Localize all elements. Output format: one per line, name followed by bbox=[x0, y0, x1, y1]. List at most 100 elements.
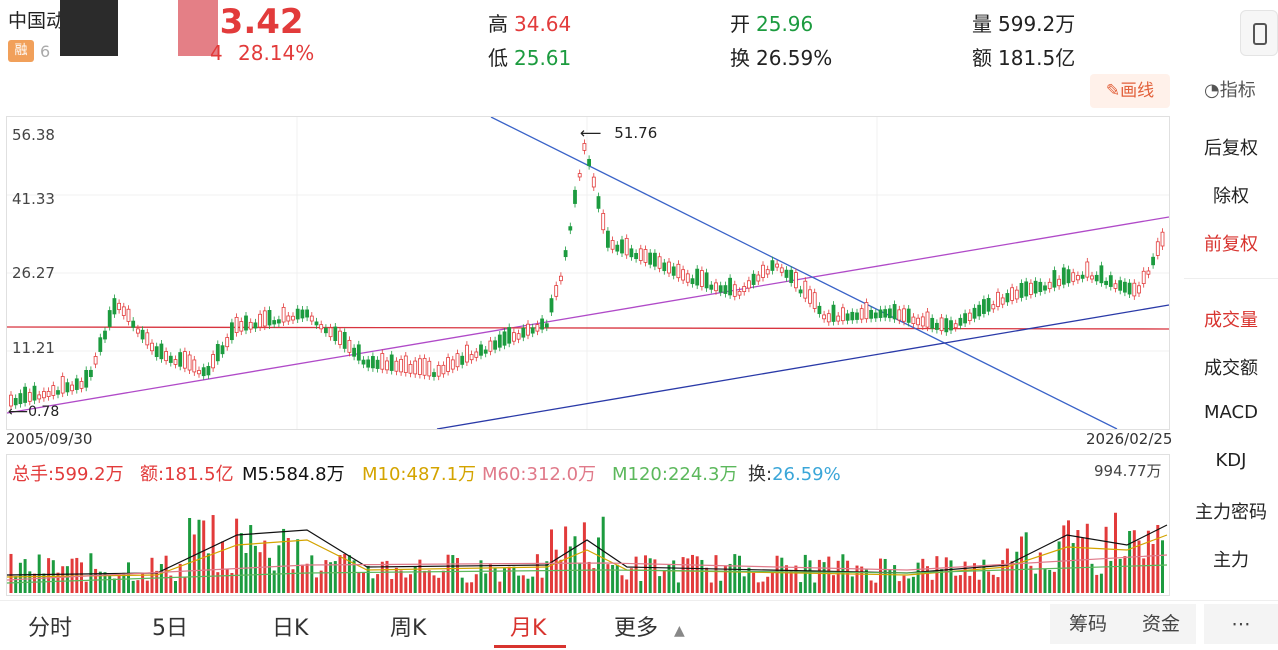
candle-body bbox=[37, 394, 42, 400]
volume-bar bbox=[592, 568, 596, 593]
volume-bar bbox=[606, 564, 610, 593]
candle-body bbox=[427, 360, 432, 377]
candle-body bbox=[808, 289, 812, 304]
candle-body bbox=[173, 359, 178, 365]
phone-icon[interactable] bbox=[1240, 10, 1278, 56]
candle-body bbox=[74, 378, 79, 390]
margin-value: 6 bbox=[40, 42, 51, 61]
candle-body bbox=[370, 356, 375, 369]
side-item-main-password[interactable]: 主力密码 bbox=[1195, 502, 1267, 523]
candle-body bbox=[902, 308, 906, 322]
volume-bar bbox=[794, 565, 798, 593]
candle-body bbox=[1005, 293, 1010, 303]
volume-bar bbox=[1029, 565, 1033, 593]
volume-bar bbox=[728, 563, 732, 593]
candle-body bbox=[653, 252, 657, 267]
candle-body bbox=[1146, 270, 1151, 275]
draw-line-button[interactable]: ✎画线 bbox=[1090, 74, 1170, 108]
candle-body bbox=[563, 250, 568, 258]
volume-bar bbox=[305, 563, 309, 593]
side-item-macd[interactable]: MACD bbox=[1204, 402, 1258, 423]
volume-bar bbox=[127, 562, 130, 593]
volume-bar bbox=[493, 568, 497, 593]
volume-bar bbox=[230, 573, 234, 593]
tab-more[interactable]: 更多 ▲ bbox=[614, 616, 685, 641]
tab-daily[interactable]: 日K bbox=[272, 616, 309, 641]
candle-body bbox=[869, 309, 873, 319]
volume-bar bbox=[921, 558, 925, 593]
candle-body bbox=[972, 307, 977, 319]
volume-bar bbox=[662, 570, 666, 593]
volume-bar bbox=[1020, 536, 1023, 593]
candle-body bbox=[380, 353, 385, 370]
candle-body bbox=[770, 260, 775, 271]
volume-bar bbox=[531, 576, 535, 593]
volume-bar bbox=[996, 577, 1000, 593]
change-digit: 4 bbox=[210, 41, 223, 65]
candle-body bbox=[206, 365, 211, 376]
candle-body bbox=[559, 275, 563, 282]
side-item-pre-adjust[interactable]: 前复权 bbox=[1204, 234, 1258, 255]
volume-chart[interactable] bbox=[6, 454, 1170, 596]
volume-bar bbox=[329, 562, 333, 593]
candle-body bbox=[361, 359, 366, 365]
candle-body bbox=[939, 317, 944, 332]
tab-weekly[interactable]: 周K bbox=[390, 616, 427, 641]
candle-body bbox=[704, 272, 709, 289]
candle-body bbox=[1113, 283, 1118, 289]
vol-total: 总手:599.2万 bbox=[12, 464, 124, 485]
candle-body bbox=[930, 317, 935, 329]
kline-chart[interactable] bbox=[6, 116, 1170, 430]
side-item-post-adjust[interactable]: 后复权 bbox=[1204, 138, 1258, 159]
candle-body bbox=[1141, 270, 1146, 285]
candle-body bbox=[262, 310, 267, 327]
side-item-kdj[interactable]: KDJ bbox=[1215, 450, 1247, 471]
chips-button[interactable]: 筹码 bbox=[1050, 604, 1126, 644]
candle-body bbox=[718, 285, 723, 293]
candle-body bbox=[1010, 287, 1014, 301]
volume-bar bbox=[940, 569, 944, 593]
side-item-volume[interactable]: 成交量 bbox=[1204, 310, 1258, 331]
volume-bar bbox=[432, 575, 436, 593]
candle-body bbox=[474, 351, 479, 358]
volume-bar bbox=[282, 528, 286, 593]
tab-intraday[interactable]: 分时 bbox=[28, 616, 73, 641]
candle-body bbox=[502, 331, 507, 346]
candle-body bbox=[822, 314, 826, 320]
indicator-button[interactable]: ◔指标 bbox=[1204, 80, 1256, 101]
more-panel-button[interactable]: ⋯ bbox=[1204, 604, 1278, 644]
volume-bar bbox=[705, 567, 709, 593]
side-item-ex-rights[interactable]: 除权 bbox=[1213, 186, 1249, 207]
candle-body bbox=[145, 332, 150, 346]
funds-button[interactable]: 资金 bbox=[1126, 604, 1196, 644]
side-item-main-force[interactable]: 主力 bbox=[1213, 550, 1249, 571]
tab-5day[interactable]: 5日 bbox=[152, 616, 188, 641]
volume-bar bbox=[559, 559, 563, 593]
vol-m10: M10:487.1万 bbox=[362, 464, 477, 485]
period-tab-bar bbox=[0, 600, 1278, 650]
volume-bar bbox=[399, 570, 403, 593]
candle-body bbox=[417, 358, 422, 375]
candle-body bbox=[154, 346, 159, 358]
side-item-amount[interactable]: 成交额 bbox=[1204, 358, 1258, 379]
candle-body bbox=[831, 304, 836, 322]
candle-body bbox=[756, 274, 761, 282]
candle-body bbox=[366, 359, 371, 368]
candle-body bbox=[812, 292, 817, 309]
volume-bar bbox=[1052, 571, 1056, 593]
volume-bar bbox=[568, 546, 572, 593]
candle-body bbox=[103, 330, 107, 340]
tab-monthly[interactable]: 月K bbox=[510, 616, 547, 641]
candle-body bbox=[244, 315, 248, 331]
volume-bar bbox=[441, 570, 445, 593]
volume-bar bbox=[785, 565, 788, 593]
volume-bar bbox=[498, 581, 502, 593]
candle-body bbox=[1104, 280, 1108, 286]
volume-bar bbox=[141, 573, 145, 593]
volume-bar bbox=[615, 564, 619, 593]
candle-body bbox=[272, 320, 277, 325]
volume-bar bbox=[1085, 523, 1089, 593]
candle-body bbox=[873, 312, 878, 319]
volume-bar bbox=[460, 577, 464, 593]
volume-bar bbox=[639, 580, 643, 593]
